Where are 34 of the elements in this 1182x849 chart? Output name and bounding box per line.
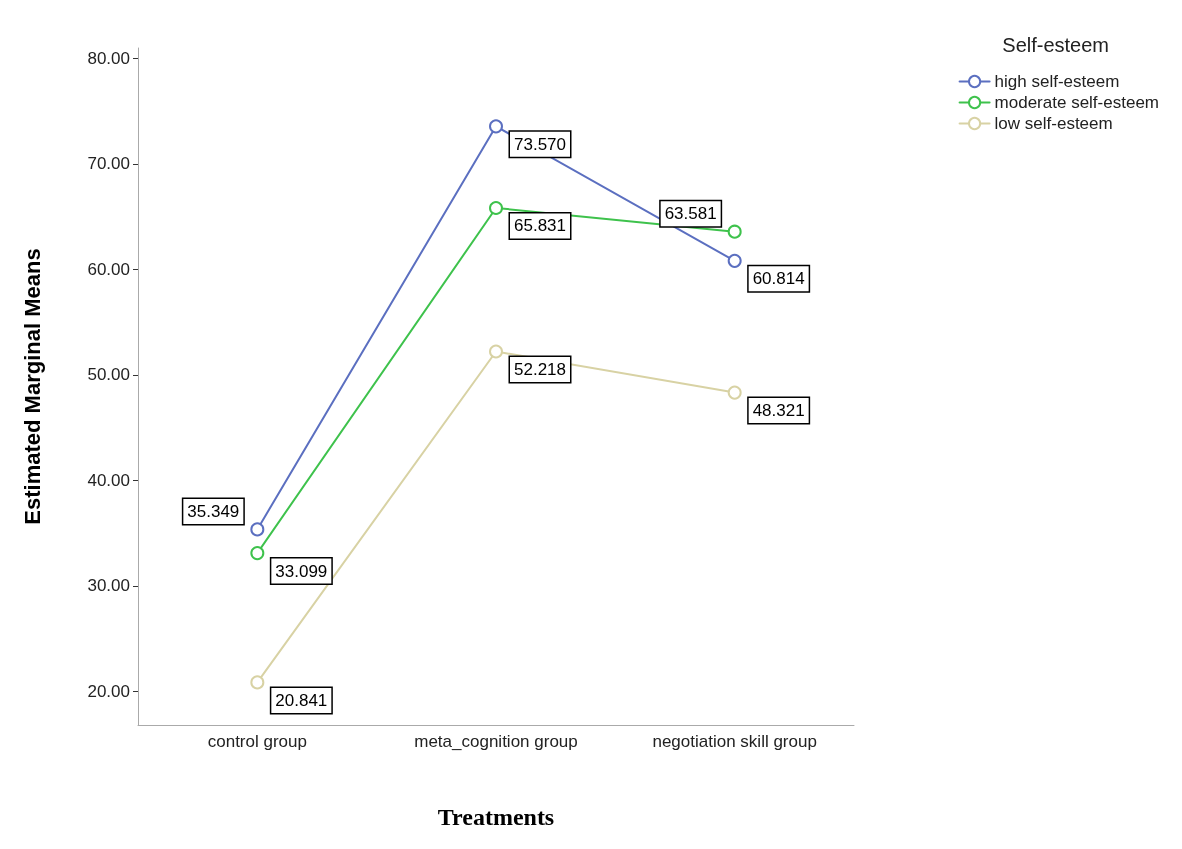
- point: [489, 119, 503, 134]
- data-label: 48.321: [752, 401, 805, 421]
- data-label: 63.581: [664, 204, 717, 224]
- point: [727, 253, 742, 268]
- y-tick-label: 80.00: [87, 49, 130, 69]
- y-tick-label: 30.00: [87, 576, 130, 596]
- point: [250, 675, 265, 690]
- data-label: 20.841: [275, 690, 328, 710]
- data-label: 73.570: [514, 134, 566, 154]
- data-label: 65.831: [514, 216, 566, 236]
- legend-title: Self-esteem: [1002, 34, 1110, 56]
- data-label: 52.218: [514, 360, 566, 380]
- point: [727, 385, 742, 400]
- x-tick-label: meta_cognition group: [414, 732, 578, 751]
- point: [489, 200, 503, 215]
- x-axis-title: Treatments: [437, 804, 555, 830]
- x-tick-label: control group: [207, 732, 307, 751]
- y-tick-label: 70.00: [87, 154, 130, 174]
- data-label: 33.099: [275, 561, 328, 581]
- y-tick-label: 50.00: [87, 365, 130, 385]
- point: [727, 224, 742, 239]
- y-tick-label: 20.00: [87, 681, 130, 701]
- point: [250, 546, 265, 561]
- data-label: 60.814: [752, 269, 805, 289]
- y-tick-label: 60.00: [87, 259, 130, 279]
- y-axis-title: Estimated Marginal Means: [19, 248, 45, 525]
- point: [489, 344, 503, 359]
- legend-label: moderate self-esteem: [994, 93, 1159, 112]
- point: [250, 522, 265, 537]
- y-tick-label: 40.00: [87, 470, 130, 490]
- data-label: 35.349: [187, 501, 240, 521]
- x-tick-label: negotiation skill group: [652, 732, 817, 751]
- legend-label: low self-esteem: [994, 114, 1113, 133]
- legend-label: high self-esteem: [994, 72, 1120, 91]
